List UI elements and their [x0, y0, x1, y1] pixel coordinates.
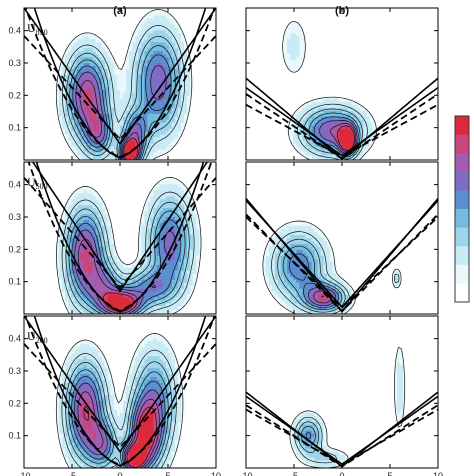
contour-line	[321, 295, 324, 298]
contour-panel: -10 -5 0 5 10	[239, 315, 443, 476]
y-tick-label: 0.4	[8, 26, 21, 36]
contour-line	[75, 65, 167, 161]
contour-panel: (b)	[245, 5, 439, 161]
contour-panel	[245, 161, 439, 315]
dispersion-curve-dashed	[24, 35, 216, 141]
colorbar-swatch	[455, 264, 469, 284]
contour-line	[297, 103, 368, 161]
contour-line	[72, 54, 172, 161]
contour-line	[294, 416, 338, 464]
dispersion-curve-dashed	[24, 177, 216, 289]
dispersion-curve-dashed	[24, 8, 216, 158]
colorbar-swatch	[455, 116, 469, 136]
dispersion-curve-dashed	[24, 343, 216, 449]
panel-label: (b)	[335, 5, 349, 17]
contour-line	[55, 9, 193, 161]
contour-line	[68, 210, 186, 315]
panel-label: (a)	[113, 5, 127, 17]
x-tick-label: 5	[387, 471, 392, 476]
contour-line	[271, 231, 400, 315]
dispersion-curve-dashed	[24, 316, 216, 466]
y-tick-label: 0.1	[8, 431, 21, 441]
y-tick-label: 0.3	[8, 366, 21, 376]
colorbar-swatch	[455, 134, 469, 154]
contour-line	[65, 201, 190, 315]
x-tick-label: -5	[68, 471, 76, 476]
colorbar-swatch	[455, 283, 469, 303]
colorbar-swatch	[455, 246, 469, 266]
y-tick-label: 0.2	[8, 90, 21, 100]
colorbar	[454, 115, 470, 303]
x-tick-label: 0	[339, 471, 344, 476]
contour-line	[123, 137, 139, 161]
y-tick-label: 0.3	[8, 58, 21, 68]
y-tick-label: 0.2	[8, 244, 21, 254]
dispersion-curve-solid	[24, 316, 216, 454]
contour-line	[79, 79, 140, 161]
x-tick-label: 10	[211, 471, 221, 476]
colorbar-swatch	[455, 227, 469, 247]
y-tick-label: 0.1	[8, 123, 21, 133]
colorbar-swatch	[455, 209, 469, 229]
contour-panel: 0.10.20.30.4 U500	[8, 161, 217, 315]
x-tick-label: 5	[165, 471, 170, 476]
colorbar-swatch	[455, 171, 469, 191]
dispersion-curve-solid	[246, 87, 438, 157]
plot-background	[246, 316, 438, 468]
x-tick-label: -10	[17, 471, 30, 476]
x-tick-label: -5	[290, 471, 298, 476]
contour-line	[55, 333, 184, 469]
x-tick-label: -10	[239, 471, 252, 476]
contour-line	[337, 125, 355, 151]
colorbar-frame	[454, 115, 470, 303]
contour-panel: 0.10.20.30.4(a)U850	[8, 5, 217, 161]
dispersion-curve-solid	[24, 8, 216, 146]
dispersion-curve-solid	[31, 162, 209, 293]
colorbar-swatch	[455, 190, 469, 210]
contour-line	[262, 220, 402, 315]
y-tick-label: 0.2	[8, 398, 21, 408]
x-tick-label: 10	[433, 471, 443, 476]
y-tick-label: 0.1	[8, 277, 21, 287]
dispersion-curve-dashed	[246, 103, 438, 158]
x-tick-label: 0	[117, 471, 122, 476]
y-tick-label: 0.4	[8, 334, 21, 344]
y-tick-label: 0.3	[8, 212, 21, 222]
y-tick-label: 0.4	[8, 180, 21, 190]
contour-line	[289, 346, 406, 469]
contour-panel: -10 -5 0 5 100.10.20.30.4 U200	[8, 315, 221, 476]
colorbar-swatch	[455, 153, 469, 173]
